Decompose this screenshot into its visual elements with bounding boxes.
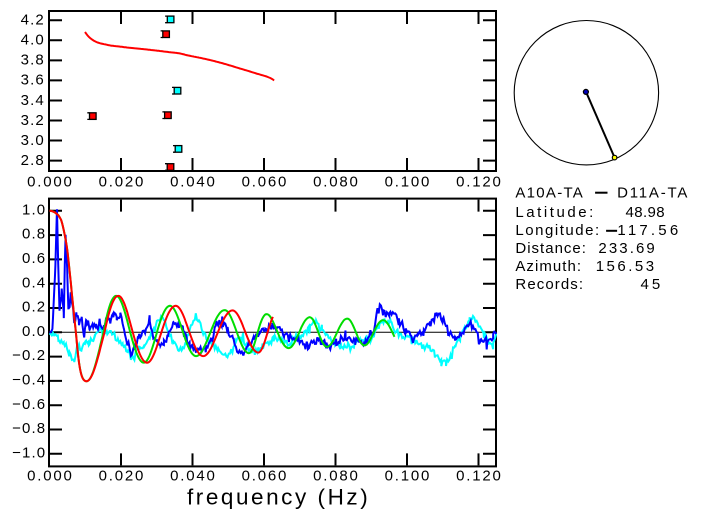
svg-text:A10A-TA: A10A-TA xyxy=(515,184,584,201)
svg-text:4.2: 4.2 xyxy=(21,12,45,29)
svg-text:Distance:: Distance: xyxy=(515,240,587,257)
svg-text:3.6: 3.6 xyxy=(21,72,45,89)
svg-text:−0.8: −0.8 xyxy=(12,420,46,437)
svg-text:3.2: 3.2 xyxy=(21,112,45,129)
svg-text:0.060: 0.060 xyxy=(242,174,289,191)
svg-text:−1.0: −1.0 xyxy=(12,444,46,461)
svg-text:156.53: 156.53 xyxy=(596,258,657,275)
svg-text:233.69: 233.69 xyxy=(598,240,656,257)
svg-text:0.8: 0.8 xyxy=(22,226,46,243)
svg-text:0.040: 0.040 xyxy=(170,467,217,484)
svg-text:0.000: 0.000 xyxy=(27,174,74,191)
svg-text:0.120: 0.120 xyxy=(456,467,503,484)
svg-text:2.8: 2.8 xyxy=(21,152,45,169)
svg-text:0.060: 0.060 xyxy=(242,467,289,484)
svg-text:Longitude:: Longitude: xyxy=(515,222,600,239)
svg-text:0.020: 0.020 xyxy=(99,174,146,191)
svg-text:0.0: 0.0 xyxy=(22,323,46,340)
svg-text:Azimuth:: Azimuth: xyxy=(515,258,582,275)
svg-text:0.2: 0.2 xyxy=(22,299,46,316)
svg-text:0.100: 0.100 xyxy=(385,467,432,484)
svg-text:1.0: 1.0 xyxy=(22,201,46,218)
svg-text:0.120: 0.120 xyxy=(456,174,503,191)
svg-text:3.4: 3.4 xyxy=(21,92,45,109)
svg-text:−0.2: −0.2 xyxy=(12,347,46,364)
svg-text:0.020: 0.020 xyxy=(99,467,146,484)
svg-text:0.080: 0.080 xyxy=(313,174,360,191)
svg-text:0.6: 0.6 xyxy=(22,250,46,267)
svg-text:45: 45 xyxy=(641,276,664,293)
svg-text:0.000: 0.000 xyxy=(27,467,74,484)
svg-text:Records:: Records: xyxy=(515,276,584,293)
svg-text:0.100: 0.100 xyxy=(385,174,432,191)
svg-text:0.4: 0.4 xyxy=(22,274,46,291)
svg-text:D11A-TA: D11A-TA xyxy=(617,184,689,201)
svg-text:0.040: 0.040 xyxy=(170,174,217,191)
svg-text:3.0: 3.0 xyxy=(21,132,45,149)
svg-text:4.0: 4.0 xyxy=(21,32,45,49)
svg-text:0.080: 0.080 xyxy=(313,467,360,484)
svg-text:48.98: 48.98 xyxy=(626,204,666,221)
svg-text:117.56: 117.56 xyxy=(617,222,681,239)
svg-text:frequency (Hz): frequency (Hz) xyxy=(187,485,370,510)
svg-text:Latitude:: Latitude: xyxy=(515,204,596,221)
svg-text:−0.4: −0.4 xyxy=(12,372,46,389)
svg-text:−0.6: −0.6 xyxy=(12,396,46,413)
svg-text:3.8: 3.8 xyxy=(21,52,45,69)
